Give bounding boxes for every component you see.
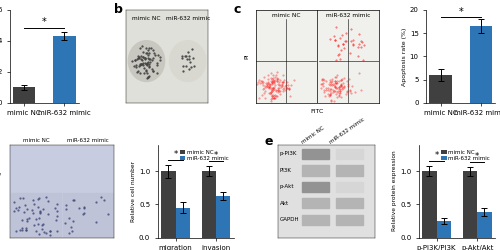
Text: miR-632 mimic: miR-632 mimic [329,116,366,145]
Y-axis label: Relative cell number: Relative cell number [131,160,136,222]
Text: mimic NC: mimic NC [132,16,160,21]
Text: *: * [475,152,480,160]
Text: *: * [458,6,463,16]
Text: invasion: invasion [0,203,2,226]
Bar [11,193,61,236]
Bar [336,149,363,159]
Text: c: c [234,2,240,16]
Text: miR-632 mimic: miR-632 mimic [326,13,370,18]
Bar [422,171,436,237]
Bar [202,171,216,237]
Text: *: * [434,151,438,160]
Text: miR-632 mimic: miR-632 mimic [67,138,108,143]
Bar [176,208,190,238]
Circle shape [170,41,206,82]
Bar [63,239,112,250]
Text: GAPDH: GAPDH [280,217,299,222]
Text: PI: PI [244,54,250,59]
Bar [336,182,363,192]
Bar [302,149,330,159]
Bar [54,36,76,103]
Bar [216,196,230,237]
Text: migration: migration [0,154,2,181]
Bar [63,193,112,236]
Text: *: * [174,150,178,158]
Text: e: e [264,135,273,148]
Bar [302,165,330,175]
Text: PI3K: PI3K [280,168,292,173]
Bar [336,165,363,175]
Legend: mimic NC, miR-632 mimic: mimic NC, miR-632 mimic [439,148,492,163]
Text: miR-632 mimic: miR-632 mimic [166,16,210,21]
Bar [436,221,451,238]
Text: b: b [114,2,122,16]
Text: mimic NC: mimic NC [22,138,49,143]
Legend: mimic NC, miR-632 mimic: mimic NC, miR-632 mimic [178,148,231,163]
Circle shape [128,41,164,82]
Bar [302,198,330,208]
Bar [302,182,330,192]
Bar [336,198,363,208]
Y-axis label: Apoptosis rate (%): Apoptosis rate (%) [402,27,407,86]
Text: *: * [42,17,46,27]
Bar [162,171,175,237]
Bar [13,88,36,103]
Text: mimic NC: mimic NC [272,13,300,18]
Bar [463,171,477,237]
Bar [302,215,330,225]
Y-axis label: Relative protein expression: Relative protein expression [392,151,398,232]
Bar [336,215,363,225]
Bar [470,26,492,103]
Bar [11,239,61,250]
Text: p-PI3K: p-PI3K [280,152,297,156]
Text: *: * [214,151,218,160]
Bar [478,212,492,238]
Text: FITC: FITC [310,109,324,114]
Bar [430,75,452,103]
Text: Akt: Akt [280,201,289,206]
Text: mimic NC: mimic NC [300,125,325,145]
Text: p-Akt: p-Akt [280,184,294,190]
